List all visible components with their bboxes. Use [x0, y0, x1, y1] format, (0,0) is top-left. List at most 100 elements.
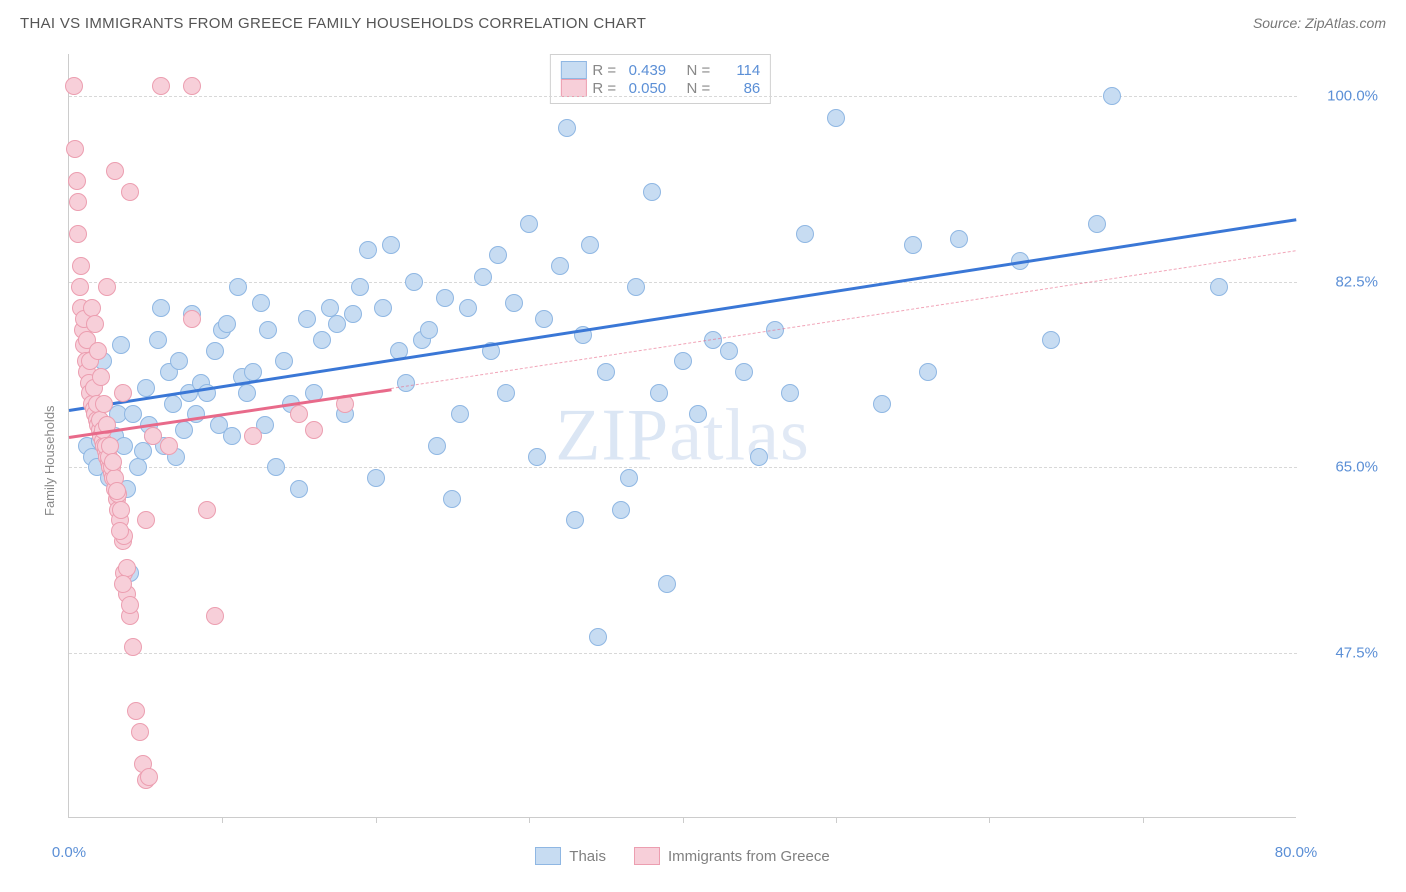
xtick: [683, 817, 684, 823]
data-point: [443, 490, 461, 508]
data-point: [111, 522, 129, 540]
gridline: [69, 282, 1297, 283]
watermark: ZIPatlas: [555, 393, 810, 478]
stat-n-value: 86: [716, 80, 760, 97]
data-point: [175, 421, 193, 439]
plot-area: ZIPatlas R =0.439 N =114R =0.050 N =86 T…: [68, 54, 1296, 818]
data-point: [238, 384, 256, 402]
data-point: [149, 331, 167, 349]
data-point: [505, 294, 523, 312]
xtick: [989, 817, 990, 823]
data-point: [344, 305, 362, 323]
data-point: [114, 575, 132, 593]
data-point: [86, 315, 104, 333]
data-point: [612, 501, 630, 519]
data-point: [140, 768, 158, 786]
data-point: [290, 480, 308, 498]
stat-r-label: R =: [592, 62, 616, 79]
data-point: [252, 294, 270, 312]
data-point: [127, 702, 145, 720]
data-point: [359, 241, 377, 259]
data-point: [1088, 215, 1106, 233]
data-point: [397, 374, 415, 392]
data-point: [1210, 278, 1228, 296]
legend-stats-row: R =0.439 N =114: [560, 61, 760, 79]
stat-r-value: 0.439: [622, 62, 666, 79]
data-point: [535, 310, 553, 328]
data-point: [198, 501, 216, 519]
data-point: [689, 405, 707, 423]
data-point: [244, 363, 262, 381]
legend-item: Immigrants from Greece: [634, 847, 830, 865]
data-point: [459, 299, 477, 317]
data-point: [183, 77, 201, 95]
data-point: [183, 310, 201, 328]
data-point: [735, 363, 753, 381]
data-point: [436, 289, 454, 307]
data-point: [68, 172, 86, 190]
data-point: [827, 109, 845, 127]
data-point: [374, 299, 392, 317]
data-point: [89, 342, 107, 360]
legend-swatch: [535, 847, 561, 865]
data-point: [796, 225, 814, 243]
data-point: [658, 575, 676, 593]
data-point: [620, 469, 638, 487]
data-point: [267, 458, 285, 476]
data-point: [206, 607, 224, 625]
data-point: [72, 257, 90, 275]
data-point: [223, 427, 241, 445]
data-point: [720, 342, 738, 360]
data-point: [160, 437, 178, 455]
legend-stats-row: R =0.050 N =86: [560, 79, 760, 97]
data-point: [589, 628, 607, 646]
data-point: [152, 299, 170, 317]
data-point: [71, 278, 89, 296]
data-point: [69, 225, 87, 243]
data-point: [489, 246, 507, 264]
bottom-legend: ThaisImmigrants from Greece: [69, 847, 1296, 865]
ytick-label: 82.5%: [1304, 273, 1378, 290]
data-point: [497, 384, 515, 402]
trend-line: [69, 218, 1296, 412]
data-point: [170, 352, 188, 370]
data-point: [244, 427, 262, 445]
ytick-label: 100.0%: [1304, 88, 1378, 105]
ytick-label: 65.0%: [1304, 459, 1378, 476]
data-point: [121, 596, 139, 614]
data-point: [313, 331, 331, 349]
data-point: [95, 395, 113, 413]
chart-container: Family Households ZIPatlas R =0.439 N =1…: [20, 46, 1386, 872]
xtick: [222, 817, 223, 823]
stat-n-label: N =: [686, 62, 710, 79]
stat-r-value: 0.050: [622, 80, 666, 97]
legend-swatch: [560, 61, 586, 79]
data-point: [66, 140, 84, 158]
data-point: [275, 352, 293, 370]
xtick: [836, 817, 837, 823]
data-point: [405, 273, 423, 291]
data-point: [1042, 331, 1060, 349]
data-point: [290, 405, 308, 423]
xtick: [376, 817, 377, 823]
gridline: [69, 467, 1297, 468]
data-point: [305, 421, 323, 439]
data-point: [104, 453, 122, 471]
gridline: [69, 653, 1297, 654]
data-point: [528, 448, 546, 466]
data-point: [131, 723, 149, 741]
data-point: [950, 230, 968, 248]
data-point: [351, 278, 369, 296]
data-point: [781, 384, 799, 402]
data-point: [566, 511, 584, 529]
data-point: [873, 395, 891, 413]
data-point: [904, 236, 922, 254]
data-point: [259, 321, 277, 339]
xtick-label: 80.0%: [1275, 844, 1318, 861]
legend-swatch: [560, 79, 586, 97]
stat-r-label: R =: [592, 80, 616, 97]
data-point: [643, 183, 661, 201]
data-point: [69, 193, 87, 211]
legend-label: Immigrants from Greece: [668, 848, 830, 865]
data-point: [134, 442, 152, 460]
